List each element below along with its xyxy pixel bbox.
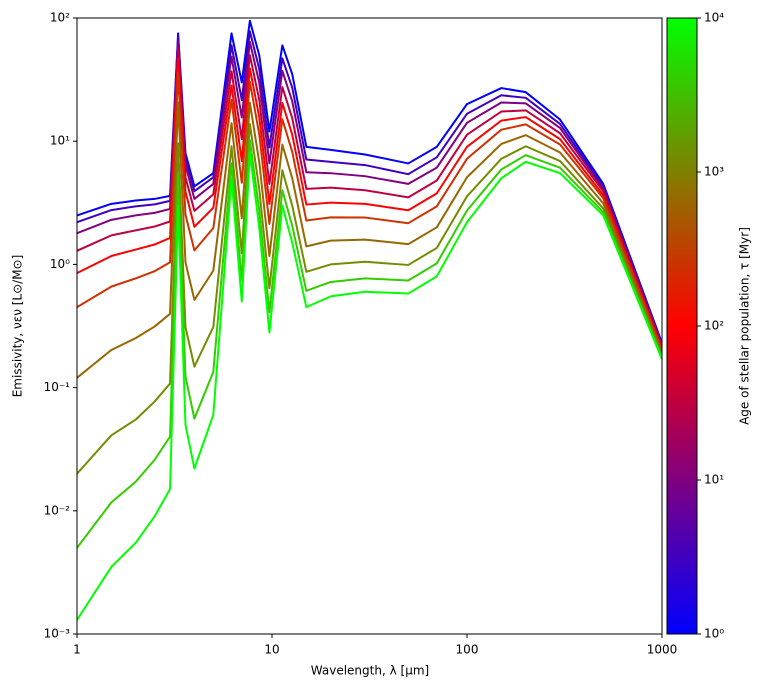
x-tick-label: 100 [456,643,479,657]
y-tick-label: 10² [50,11,70,25]
series-line [77,152,662,621]
x-tick-label: 1000 [647,643,678,657]
x-axis-label: Wavelength, λ [μm] [311,664,429,678]
series-line [77,122,662,475]
colorbar-tick-label: 10⁰ [704,627,724,641]
colorbar-tick-label: 10² [704,319,724,333]
x-tick-label: 1 [73,643,81,657]
plot-area [77,19,662,621]
plot-frame [76,17,663,635]
series-line [77,40,662,347]
series-line [77,71,662,351]
y-tick-label: 10⁰ [50,257,70,271]
y-tick-label: 10⁻¹ [44,380,71,394]
colorbar-tick-label: 10⁴ [704,11,724,25]
series-line [77,57,662,350]
x-tick-label: 10 [264,643,279,657]
colorbar-label: Age of stellar population, τ [Myr] [738,227,752,425]
colorbar [666,17,698,635]
series-line [77,139,662,549]
y-tick-label: 10¹ [50,134,70,148]
y-tick-label: 10⁻³ [44,627,71,641]
colorbar-tick-label: 10³ [704,165,724,179]
series-line [77,101,662,379]
colorbar-tick-label: 10¹ [704,473,724,487]
y-tick-label: 10⁻² [44,503,71,517]
y-axis-label: Emissivity, νεν [L⊙/M⊙] [11,255,25,398]
